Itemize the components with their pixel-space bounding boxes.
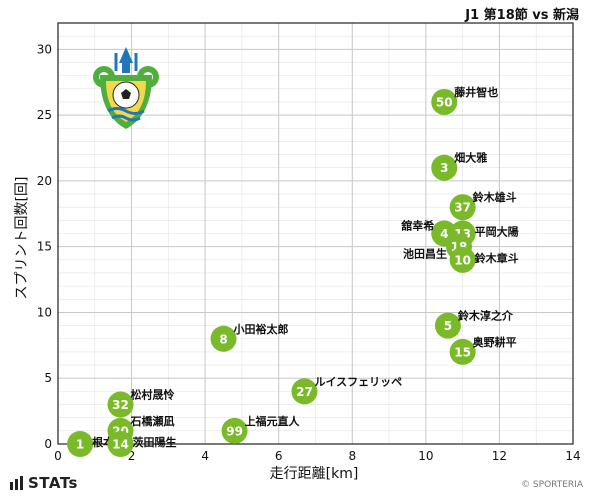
- point-label: 鈴木雄斗: [473, 190, 517, 204]
- point-marker: [291, 378, 318, 405]
- point-label: 鈴木淳之介: [458, 309, 514, 323]
- copyright: © SPORTERIA: [521, 480, 583, 490]
- point-label: 畑大雅: [454, 151, 487, 165]
- point-label: 舘幸希: [400, 219, 434, 233]
- data-point: 8 小田裕太郎: [210, 322, 289, 352]
- point-number: 27: [296, 385, 313, 399]
- club-crest-logo: [93, 47, 159, 129]
- y-tick-label: 0: [44, 437, 52, 451]
- x-axis-label: 走行距離[km]: [270, 465, 359, 482]
- x-tick-label: 10: [418, 449, 433, 463]
- point-label: 平岡大陽: [475, 225, 519, 239]
- point-label: 奥野耕平: [472, 335, 517, 349]
- stats-bars-icon: [10, 476, 23, 490]
- x-tick-label: 12: [492, 449, 507, 463]
- point-number: 50: [436, 95, 453, 109]
- point-number: 14: [112, 438, 129, 452]
- data-point: 14 茨田陽生: [107, 431, 177, 457]
- x-tick-label: 14: [565, 449, 580, 463]
- point-marker: [107, 391, 134, 418]
- y-tick-label: 20: [37, 174, 52, 188]
- y-tick-label: 10: [37, 305, 52, 319]
- point-marker: [449, 338, 476, 365]
- point-label: 小田裕太郎: [233, 322, 289, 336]
- point-marker: [67, 431, 94, 457]
- point-number: 4: [440, 227, 448, 241]
- y-tick-label: 15: [37, 240, 52, 254]
- point-label: 鈴木章斗: [475, 251, 519, 265]
- y-axis-label: スプリント回数[回]: [14, 177, 30, 300]
- data-point: 5 鈴木淳之介: [434, 309, 514, 339]
- point-number: 5: [444, 319, 452, 333]
- y-tick-label: 25: [37, 108, 52, 122]
- point-marker: [431, 154, 458, 181]
- point-marker: [449, 194, 476, 221]
- stats-brand: STATs: [10, 474, 78, 492]
- plot-frame: [57, 22, 574, 445]
- point-marker: [449, 246, 476, 273]
- x-tick-label: 4: [201, 449, 209, 463]
- y-tick-label: 5: [44, 371, 52, 385]
- point-number: 1: [76, 438, 84, 452]
- x-tick-label: 0: [54, 449, 62, 463]
- point-number: 15: [454, 345, 471, 359]
- point-number: 3: [440, 161, 448, 175]
- point-number: 99: [226, 424, 243, 438]
- point-label: 石橋瀬凪: [130, 414, 175, 428]
- point-marker: [210, 325, 237, 352]
- point-label: 茨田陽生: [133, 435, 177, 449]
- point-number: 8: [219, 332, 227, 346]
- point-number: 10: [454, 253, 471, 267]
- point-label: 上福元直人: [245, 414, 301, 428]
- data-point: 10 鈴木章斗: [449, 246, 519, 273]
- axes: [57, 22, 574, 445]
- point-marker: [434, 312, 461, 339]
- data-point: 3 畑大雅: [431, 151, 487, 181]
- data-point: 4 舘幸希: [400, 219, 458, 247]
- point-label: 池田昌生: [403, 247, 447, 261]
- x-tick-label: 6: [275, 449, 283, 463]
- y-tick-label: 30: [37, 42, 52, 56]
- point-marker: [431, 88, 458, 115]
- point-number: 32: [112, 398, 129, 412]
- stats-brand-text: STATs: [28, 474, 78, 492]
- x-tick-label: 2: [128, 449, 136, 463]
- chart-title: J1 第18節 vs 新潟: [465, 8, 579, 23]
- x-tick-label: 8: [348, 449, 356, 463]
- point-label: 藤井智也: [454, 85, 498, 99]
- point-label: ルイスフェリッペ: [314, 375, 402, 388]
- point-marker: [221, 417, 248, 444]
- point-marker: [107, 431, 134, 457]
- point-label: 松村晟怜: [131, 388, 175, 402]
- point-number: 37: [454, 201, 471, 215]
